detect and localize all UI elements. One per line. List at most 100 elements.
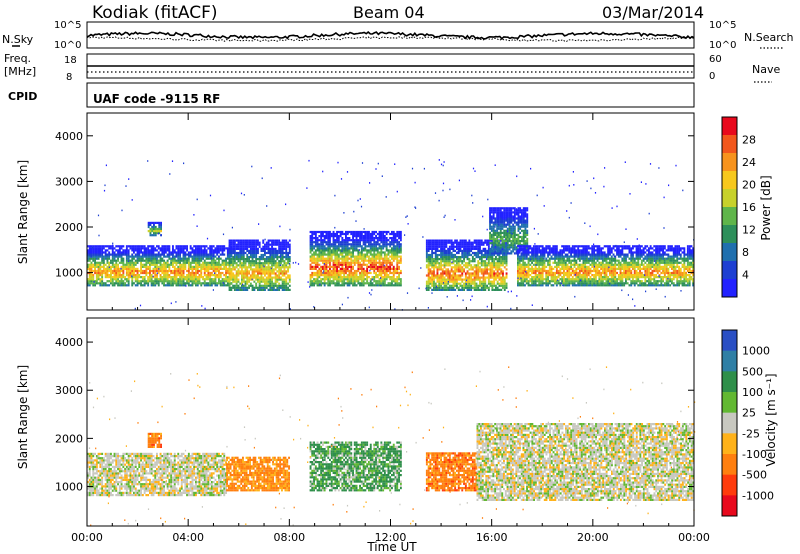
power-cell [547,259,549,262]
power-cell [353,232,356,236]
power-cell [350,278,353,281]
power-cell [136,280,139,283]
power-cell [163,267,165,270]
power-cell [457,278,460,281]
power-cell [350,255,353,258]
power-cell [163,274,165,277]
power-cell [376,265,379,268]
power-cell [375,282,377,285]
power-cell [223,263,226,266]
power-cell [548,280,551,283]
power-cell [443,253,446,257]
power-cell [233,241,236,244]
power-cell [334,274,337,277]
power-cell [457,286,460,289]
power-cell [154,271,157,275]
power-cell [133,249,135,252]
power-cell [327,253,330,256]
power-cell [391,278,393,281]
power-cell [127,251,130,254]
power-cell [427,245,430,248]
power-cell [198,278,201,281]
power-cell [334,261,337,264]
power-cell [248,249,250,252]
power-cell [515,233,518,236]
power-cell [445,286,448,289]
power-cell [517,282,519,285]
power-cell [452,258,455,261]
power-cell [281,249,284,252]
power-cell [466,247,469,250]
power-cell [111,278,114,281]
power-cell [95,249,98,252]
power-cell [470,282,473,285]
power-cell [355,241,358,244]
power-cell [425,282,428,285]
power-cell [283,247,286,250]
power-cell [152,267,155,270]
power-cell [491,243,494,246]
power-cell [311,230,314,234]
power-cell [438,268,441,271]
power-cell [452,247,455,250]
power-cell [133,251,135,254]
power-cell [230,258,233,261]
power-cell [518,259,521,262]
power-cell [534,245,537,248]
power-cell [202,278,204,281]
power-cell [353,278,356,281]
power-cell [385,253,388,256]
power-cell [95,253,98,256]
power-cell [352,239,354,242]
power-cell [278,264,281,267]
power-cell [129,261,132,264]
power-cell [489,207,491,210]
power-cell [536,251,539,254]
power-cell [489,248,491,251]
power-cell [492,209,495,212]
power-cell [396,278,399,281]
power-cell [427,256,430,259]
nsky-trace [86,31,695,40]
power-cell [517,259,519,262]
power-cell [117,249,119,252]
power-cell [350,271,353,275]
power-cell [318,255,321,258]
power-cell [274,274,277,277]
power-cell [242,278,245,281]
power-cell [396,253,399,256]
power-cell [547,245,549,248]
power-cell [499,227,502,230]
power-cell [364,269,367,273]
power-cell [95,271,98,275]
power-cell [389,255,392,258]
power-cell [348,230,351,234]
power-cell [496,242,499,245]
power-cell [447,288,450,291]
power-cell [479,278,481,281]
power-cell [456,270,458,273]
power-cell [163,255,165,258]
power-cell [369,241,372,244]
power-cell [492,217,495,220]
power-cell [452,288,455,291]
power-cell [431,245,434,248]
power-cell [445,268,448,271]
power-cell [436,253,439,257]
power-cell [526,242,529,245]
power-cell [499,217,502,220]
power-cell [159,247,162,250]
power-cell [322,241,324,244]
power-cell [195,261,197,264]
power-cell [239,241,242,244]
power-cell [378,245,381,248]
power-cell [448,253,451,257]
power-cell [330,255,333,258]
power-cell [459,243,462,246]
power-cell [269,286,272,289]
power-cell [225,261,227,264]
power-cell [196,284,199,287]
power-cell [285,258,288,261]
power-cell [434,288,437,291]
power-cell [184,253,187,256]
